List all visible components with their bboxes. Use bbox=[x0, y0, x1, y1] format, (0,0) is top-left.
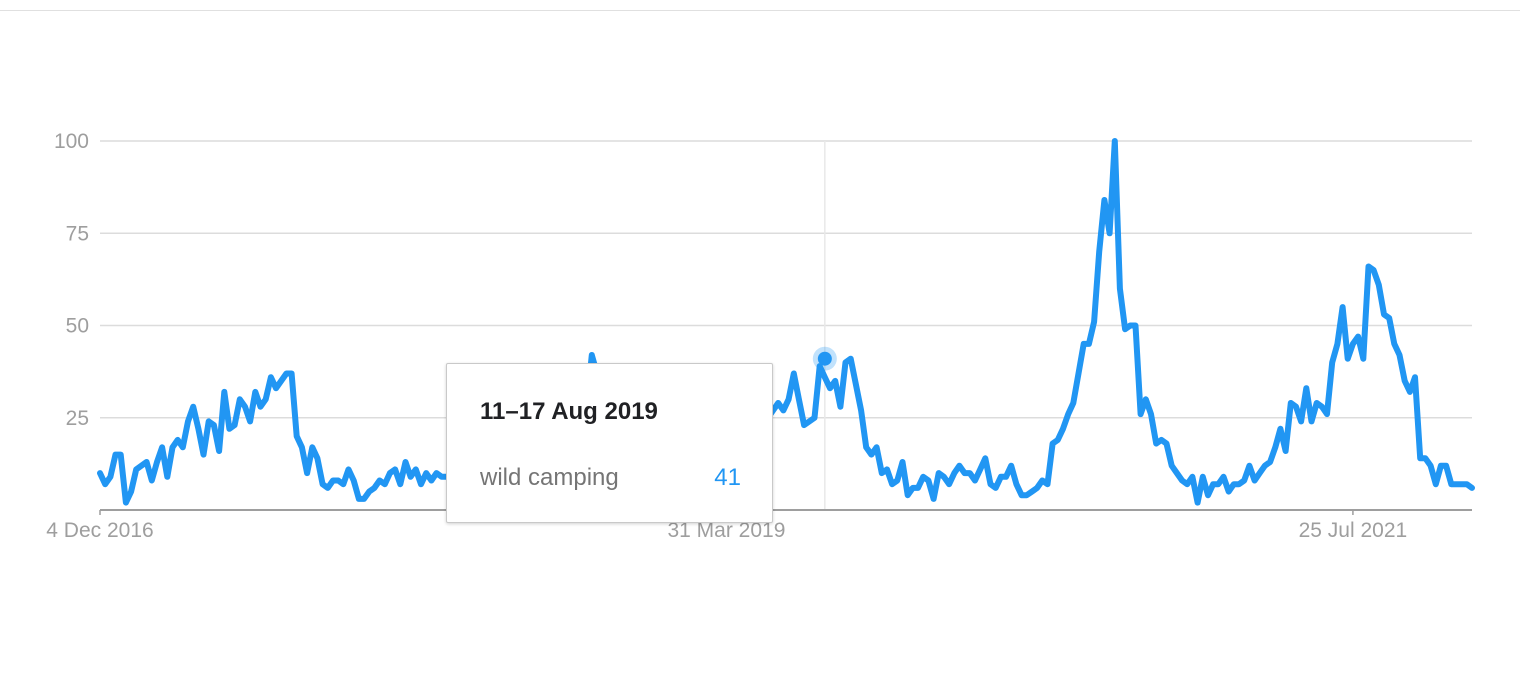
series-line-wild-camping bbox=[97, 138, 1475, 506]
tooltip-value: 41 bbox=[714, 464, 741, 491]
y-tick-label-25: 25 bbox=[66, 407, 89, 430]
axis-layer: 4 Dec 2016 31 Mar 2019 25 Jul 2021 bbox=[46, 509, 1472, 542]
tooltip-series-name: wild camping bbox=[480, 464, 619, 491]
x-tick-label-2: 25 Jul 2021 bbox=[1299, 519, 1408, 542]
x-tick-label-0: 4 Dec 2016 bbox=[46, 519, 153, 542]
y-tick-label-75: 75 bbox=[66, 222, 89, 245]
tooltip-date: 11–17 Aug 2019 bbox=[480, 398, 658, 425]
y-tick-label-50: 50 bbox=[66, 315, 89, 338]
x-tick-label-1: 31 Mar 2019 bbox=[667, 519, 785, 542]
y-tick-label-100: 100 bbox=[54, 130, 89, 153]
grid-layer: 25 50 75 100 bbox=[54, 130, 1472, 430]
top-divider bbox=[0, 10, 1520, 11]
highlight-point[interactable] bbox=[817, 351, 832, 366]
tooltip: 11–17 Aug 2019 wild camping 41 bbox=[446, 363, 773, 523]
